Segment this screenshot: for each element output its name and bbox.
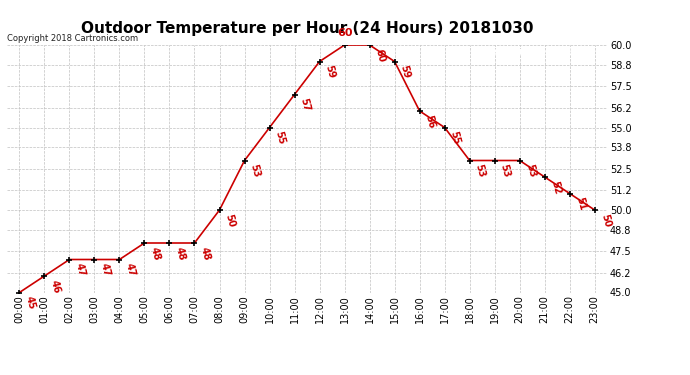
Text: 48: 48 <box>199 246 212 261</box>
Text: 45: 45 <box>23 295 37 311</box>
Text: 60: 60 <box>337 28 353 38</box>
Text: Copyright 2018 Cartronics.com: Copyright 2018 Cartronics.com <box>7 33 138 42</box>
Text: 60: 60 <box>374 48 387 63</box>
Text: 47: 47 <box>99 262 112 278</box>
Title: Outdoor Temperature per Hour (24 Hours) 20181030: Outdoor Temperature per Hour (24 Hours) … <box>81 21 533 36</box>
Text: 55: 55 <box>274 130 287 146</box>
Text: 48: 48 <box>174 246 187 261</box>
Text: 50: 50 <box>224 213 237 228</box>
Text: 57: 57 <box>299 97 312 113</box>
Text: 56: 56 <box>424 114 437 129</box>
Text: 53: 53 <box>474 163 487 179</box>
Text: 59: 59 <box>324 64 337 80</box>
Text: 47: 47 <box>124 262 137 278</box>
Text: 47: 47 <box>74 262 87 278</box>
Text: 52: 52 <box>549 180 562 195</box>
Text: 53: 53 <box>499 163 512 179</box>
Text: 46: 46 <box>48 279 61 294</box>
Text: 51: 51 <box>574 196 587 212</box>
Text: 50: 50 <box>599 213 612 228</box>
Text: 59: 59 <box>399 64 412 80</box>
Text: 53: 53 <box>524 163 537 179</box>
Text: 55: 55 <box>448 130 462 146</box>
Text: 53: 53 <box>248 163 262 179</box>
Text: 48: 48 <box>148 246 162 261</box>
